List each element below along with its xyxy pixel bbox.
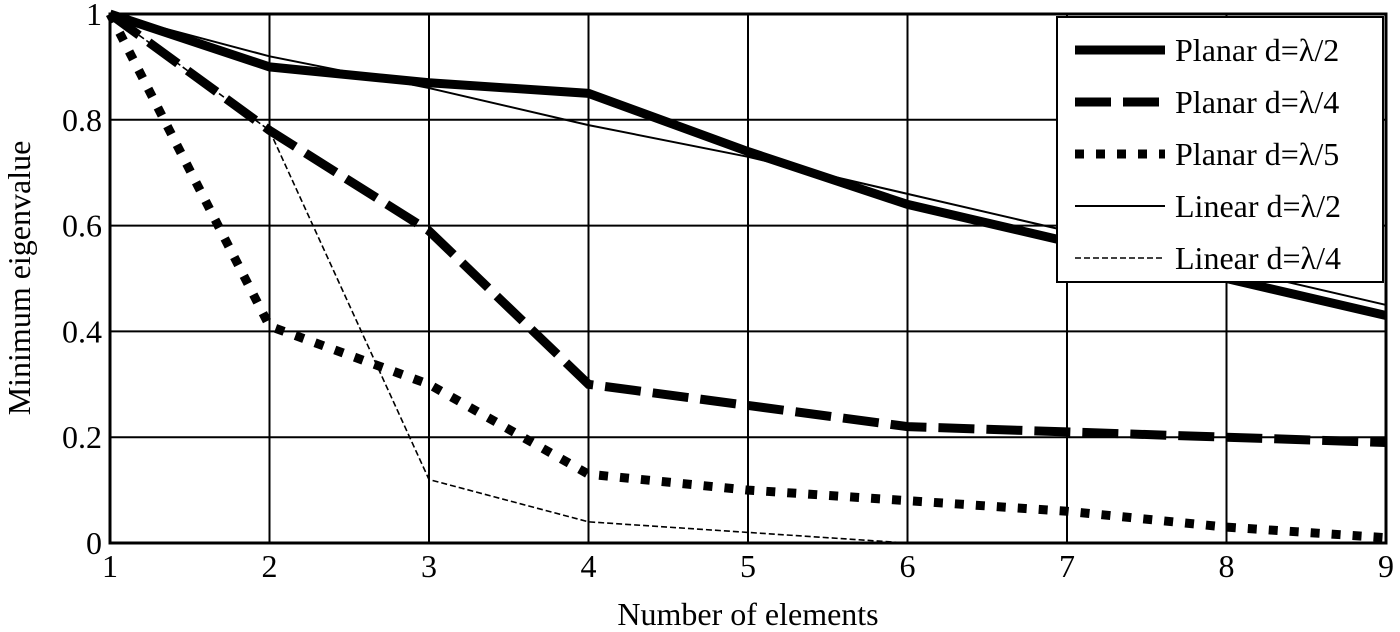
y-tick-label: 0.6 (62, 208, 102, 244)
legend-label: Planar d=λ/2 (1175, 32, 1339, 68)
y-tick-label: 0 (86, 525, 102, 561)
y-tick-label: 0.8 (62, 102, 102, 138)
series-line (109, 13, 1386, 544)
legend-label: Linear d=λ/4 (1175, 240, 1341, 276)
y-axis-label: Minimum eigenvalue (1, 141, 37, 416)
x-tick-label: 4 (581, 548, 597, 584)
y-tick-label: 0.4 (62, 313, 102, 349)
x-tick-label: 9 (1378, 548, 1394, 584)
x-tick-label: 8 (1219, 548, 1235, 584)
x-tick-label: 1 (102, 548, 118, 584)
y-axis-ticks: 0 0.2 0.4 0.6 0.8 1 (62, 0, 102, 561)
x-axis-label: Number of elements (617, 596, 878, 632)
x-tick-label: 3 (421, 548, 437, 584)
y-tick-label: 1 (86, 0, 102, 32)
series-line (107, 10, 1387, 447)
legend-label: Planar d=λ/5 (1175, 136, 1339, 172)
y-tick-label: 0.2 (62, 419, 102, 455)
legend-label: Planar d=λ/4 (1175, 84, 1339, 120)
legend: Planar d=λ/2 Planar d=λ/4 Planar d=λ/5 Line… (1056, 16, 1384, 283)
x-tick-label: 7 (1059, 548, 1075, 584)
series-line (105, 11, 1387, 543)
x-tick-label: 2 (262, 548, 278, 584)
x-tick-label: 6 (900, 548, 916, 584)
x-tick-label: 5 (740, 548, 756, 584)
legend-box (1056, 16, 1384, 283)
legend-label: Linear d=λ/2 (1175, 188, 1341, 224)
plot-frame (108, 12, 1388, 545)
x-axis-ticks: 1 2 3 4 5 6 7 8 9 (102, 548, 1394, 584)
